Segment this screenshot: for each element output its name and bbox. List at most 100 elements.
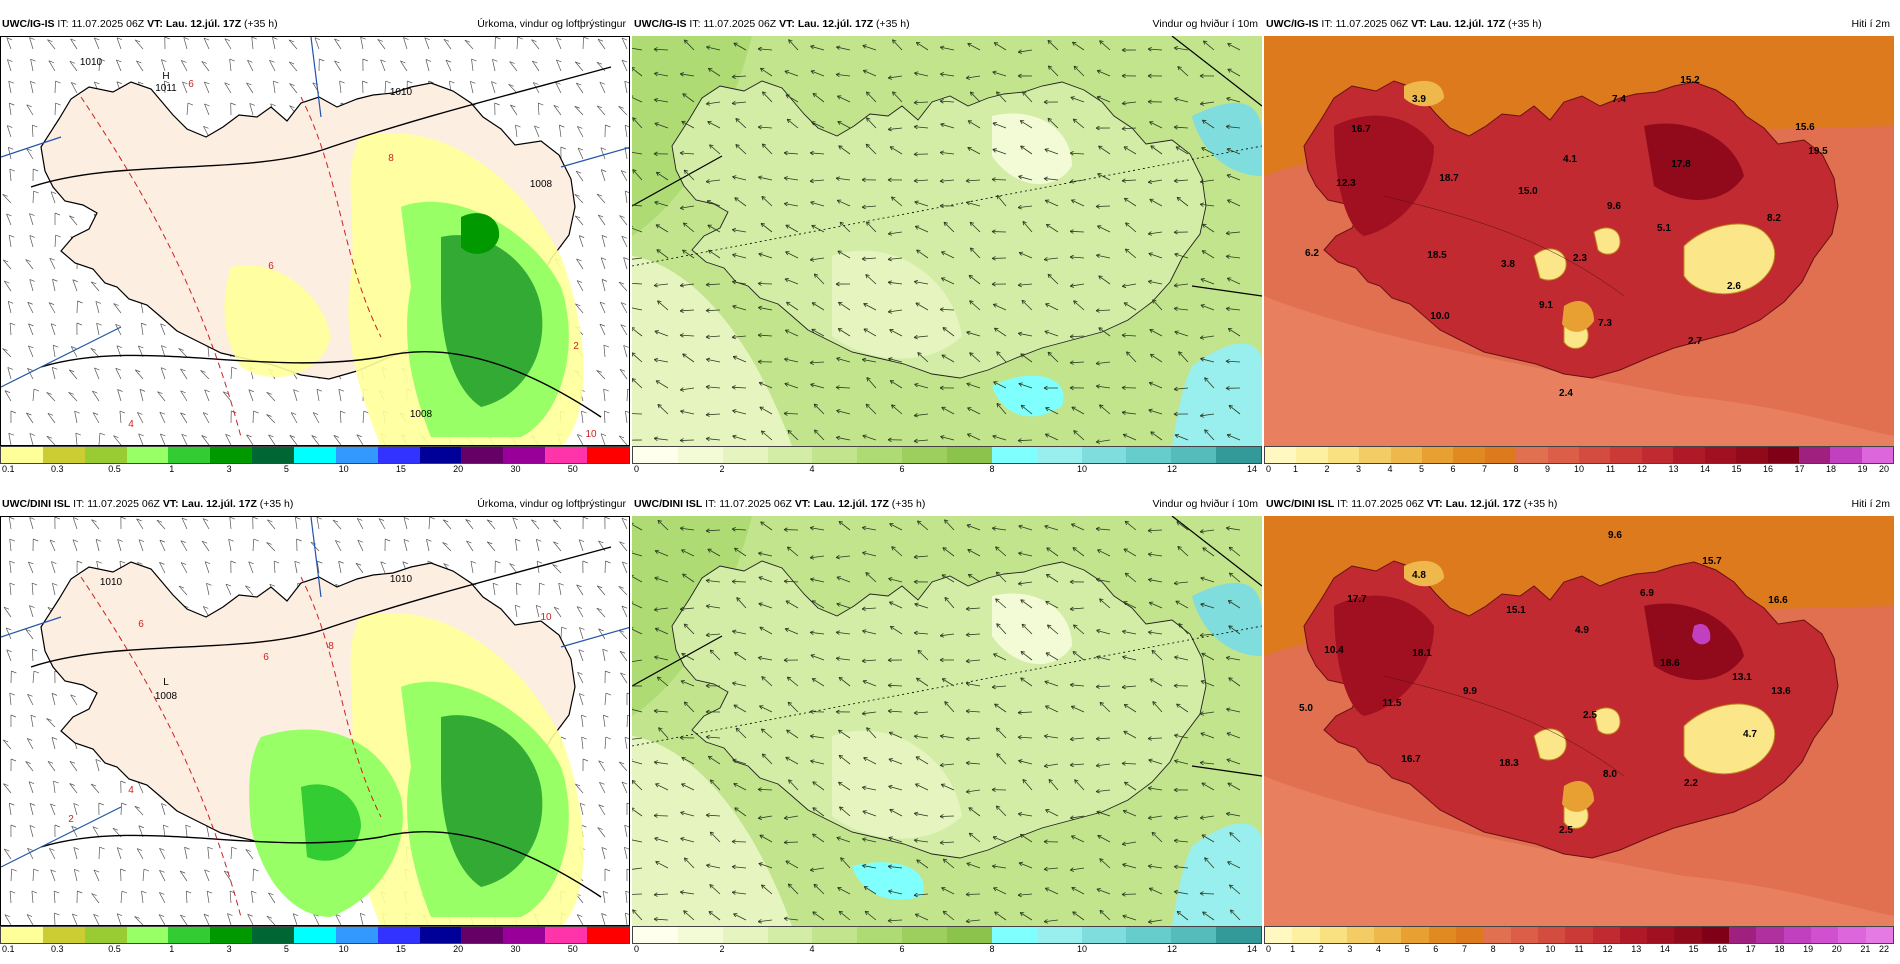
legend-swatch bbox=[902, 447, 947, 463]
legend-swatch bbox=[1453, 447, 1484, 463]
legend-swatch bbox=[1296, 447, 1327, 463]
legend-tick-label: 16 bbox=[1717, 944, 1727, 954]
legend-tick-label: 1 bbox=[1293, 464, 1298, 474]
legend-tick-label: 8 bbox=[989, 944, 994, 954]
map-value-label: 17.7 bbox=[1347, 594, 1367, 605]
legend-tick-label: 17 bbox=[1746, 944, 1756, 954]
legend-tick-label: 20 bbox=[1879, 464, 1889, 474]
legend-tick-label: 2 bbox=[719, 944, 724, 954]
legend-swatch bbox=[1265, 927, 1292, 943]
map-value-label: 4.7 bbox=[1743, 729, 1757, 740]
legend-swatch bbox=[43, 927, 85, 943]
legend-tick-label: 6 bbox=[1450, 464, 1455, 474]
legend-swatch bbox=[336, 447, 378, 463]
legend-swatch bbox=[1391, 447, 1422, 463]
legend-swatch bbox=[1538, 927, 1565, 943]
legend-swatch bbox=[678, 447, 723, 463]
legend-swatch bbox=[1216, 927, 1261, 943]
map-value-label: 2.5 bbox=[1583, 710, 1597, 721]
map-value-label: 2 bbox=[68, 814, 74, 825]
legend-tick-label: 6 bbox=[899, 464, 904, 474]
legend-swatch bbox=[768, 927, 813, 943]
legend-tick-label: 3 bbox=[227, 944, 232, 954]
map-value-label: 1010 bbox=[100, 577, 123, 588]
legend-tick-label: 0 bbox=[634, 944, 639, 954]
legend-swatch bbox=[1620, 927, 1647, 943]
legend-swatch bbox=[503, 927, 545, 943]
map-value-label: 6 bbox=[138, 619, 144, 630]
panel-title: Vindur og hviður í 10m bbox=[1153, 14, 1258, 34]
valid-time: Lau. 12.júl. 17Z bbox=[814, 498, 889, 510]
legend-tick-label: 21 bbox=[1860, 944, 1870, 954]
map-value-label: 18.5 bbox=[1427, 250, 1447, 261]
model-name: UWC/IG-IS bbox=[2, 18, 55, 30]
legend-tick-label: 3 bbox=[1347, 944, 1352, 954]
legend-swatch bbox=[768, 447, 813, 463]
legend-tick-label: 1 bbox=[1290, 944, 1295, 954]
legend-swatch bbox=[902, 927, 947, 943]
legend-tick-label: 4 bbox=[1376, 944, 1381, 954]
map-value-label: 16.7 bbox=[1351, 124, 1371, 135]
legend-tick-label: 15 bbox=[1731, 464, 1741, 474]
legend-swatch bbox=[1674, 927, 1701, 943]
init-time: 11.07.2025 06Z bbox=[703, 18, 776, 30]
legend-tick-label: 10 bbox=[1077, 464, 1087, 474]
legend-swatch bbox=[1610, 447, 1641, 463]
legend-swatch bbox=[1171, 927, 1216, 943]
map-value-label: 6 bbox=[268, 261, 274, 272]
map-value-label: L bbox=[163, 677, 169, 688]
legend-swatch bbox=[1082, 927, 1127, 943]
legend-tick-label: 2 bbox=[719, 464, 724, 474]
legend-colorbar bbox=[632, 446, 1262, 464]
legend-tick-label: 11 bbox=[1574, 944, 1583, 954]
map-value-label: 1008 bbox=[410, 409, 433, 420]
legend-tick-label: 0.1 bbox=[2, 944, 15, 954]
legend-swatch bbox=[1422, 447, 1453, 463]
legend-tick-label: 5 bbox=[284, 944, 289, 954]
legend-swatch bbox=[1037, 447, 1082, 463]
legend-tick-label: 2 bbox=[1324, 464, 1329, 474]
map-value-label: 2.6 bbox=[1727, 281, 1741, 292]
legend-swatch bbox=[127, 927, 169, 943]
legend-tick-label: 14 bbox=[1700, 464, 1710, 474]
map-value-label: 15.0 bbox=[1518, 186, 1538, 197]
legend-tick-label: 0.1 bbox=[2, 464, 15, 474]
legend-tick-label: 9 bbox=[1519, 944, 1524, 954]
legend-swatch bbox=[812, 447, 857, 463]
legend-swatch bbox=[85, 447, 127, 463]
legend-swatch bbox=[503, 447, 545, 463]
model-name: UWC/IG-IS bbox=[634, 18, 687, 30]
map-value-label: 6 bbox=[188, 79, 194, 90]
legend-swatch bbox=[420, 447, 462, 463]
map-value-label: 13.6 bbox=[1771, 686, 1791, 697]
legend-colorbar bbox=[0, 446, 630, 464]
lead-time: (+35 h) bbox=[260, 498, 294, 510]
panel-run-info: UWC/IG-IS IT: 11.07.2025 06Z VT: Lau. 12… bbox=[634, 14, 910, 34]
legend-swatch bbox=[461, 447, 503, 463]
legend-tick-label: 7 bbox=[1462, 944, 1467, 954]
map-value-label: 15.1 bbox=[1506, 605, 1526, 616]
map-value-label: 2.3 bbox=[1573, 253, 1587, 264]
legend-tick-label: 15 bbox=[396, 464, 406, 474]
legend-swatch bbox=[1673, 447, 1704, 463]
legend-tick-label: 18 bbox=[1826, 464, 1836, 474]
model-name: UWC/IG-IS bbox=[1266, 18, 1319, 30]
legend-tick-label: 20 bbox=[1832, 944, 1842, 954]
legend-swatch bbox=[1485, 447, 1516, 463]
legend-swatch bbox=[1292, 927, 1319, 943]
init-label: IT: bbox=[1337, 498, 1348, 510]
valid-time: Lau. 12.júl. 17Z bbox=[166, 18, 241, 30]
map-value-label: 8 bbox=[388, 153, 394, 164]
legend-swatch bbox=[1768, 447, 1799, 463]
legend-swatch bbox=[420, 927, 462, 943]
legend-tick-label: 3 bbox=[1356, 464, 1361, 474]
lead-time: (+35 h) bbox=[1508, 18, 1542, 30]
map-value-label: 10.4 bbox=[1324, 645, 1344, 656]
map-value-label: 3.9 bbox=[1412, 94, 1426, 105]
legend-swatch bbox=[168, 927, 210, 943]
init-label: IT: bbox=[705, 498, 716, 510]
